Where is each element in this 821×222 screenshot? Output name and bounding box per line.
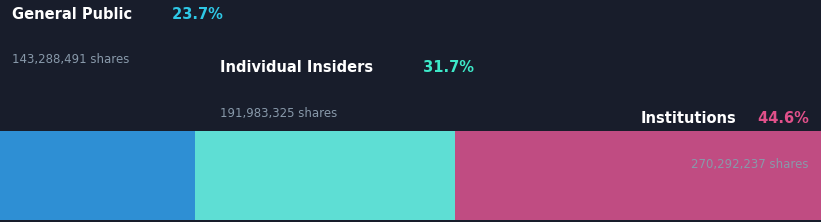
Text: 191,983,325 shares: 191,983,325 shares [220, 107, 337, 120]
Bar [455, 131, 821, 220]
Text: Institutions: Institutions [641, 111, 736, 126]
Text: 44.6%: 44.6% [753, 111, 809, 126]
Text: General Public: General Public [12, 7, 132, 22]
Text: 23.7%: 23.7% [167, 7, 223, 22]
Text: 270,292,237 shares: 270,292,237 shares [691, 158, 809, 171]
Text: Individual Insiders: Individual Insiders [220, 60, 374, 75]
Text: 31.7%: 31.7% [418, 60, 474, 75]
Text: 143,288,491 shares: 143,288,491 shares [12, 53, 130, 66]
Bar [0, 131, 195, 220]
Bar [195, 131, 455, 220]
